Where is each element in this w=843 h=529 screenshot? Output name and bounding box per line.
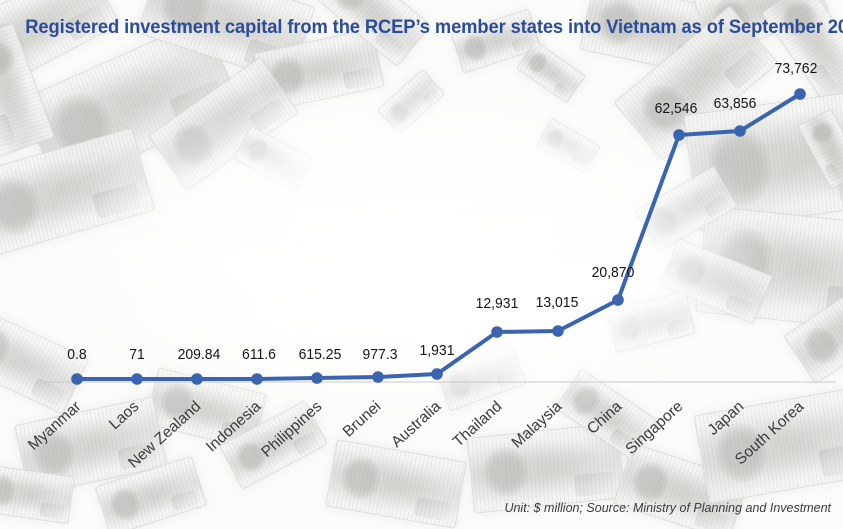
data-point-value-label: 209.84 <box>177 346 221 363</box>
data-point-marker[interactable] <box>734 125 746 137</box>
data-point-value-label: 13,015 <box>535 294 579 311</box>
data-point-marker[interactable] <box>491 326 503 338</box>
footnote: Unit: $ million; Source: Ministry of Pla… <box>504 501 831 515</box>
data-point-marker[interactable] <box>794 88 806 100</box>
data-point-value-label: 63,856 <box>713 95 757 112</box>
data-point-marker[interactable] <box>191 373 203 385</box>
data-point-marker[interactable] <box>311 372 323 384</box>
data-point-marker[interactable] <box>71 373 83 385</box>
page-title: Registered investment capital from the R… <box>25 16 843 38</box>
data-point-value-label: 71 <box>129 346 145 363</box>
data-point-value-label: 73,762 <box>774 60 818 77</box>
data-point-value-label: 615.25 <box>298 346 342 363</box>
data-point-value-label: 611.6 <box>242 346 276 363</box>
data-point-marker[interactable] <box>251 373 263 385</box>
data-point-marker[interactable] <box>612 294 624 306</box>
data-point-value-label: 0.8 <box>67 346 87 363</box>
data-point-marker[interactable] <box>131 373 143 385</box>
data-point-value-label: 62,546 <box>654 100 698 117</box>
data-point-marker[interactable] <box>552 325 564 337</box>
series-line <box>75 92 802 381</box>
data-point-marker[interactable] <box>673 129 685 141</box>
data-point-value-label: 977.3 <box>362 346 398 363</box>
data-point-marker[interactable] <box>431 368 443 380</box>
data-point-value-label: 20,870 <box>591 264 635 281</box>
data-point-value-label: 1,931 <box>419 342 455 359</box>
data-point-value-label: 12,931 <box>475 295 519 312</box>
data-point-marker[interactable] <box>372 371 384 383</box>
